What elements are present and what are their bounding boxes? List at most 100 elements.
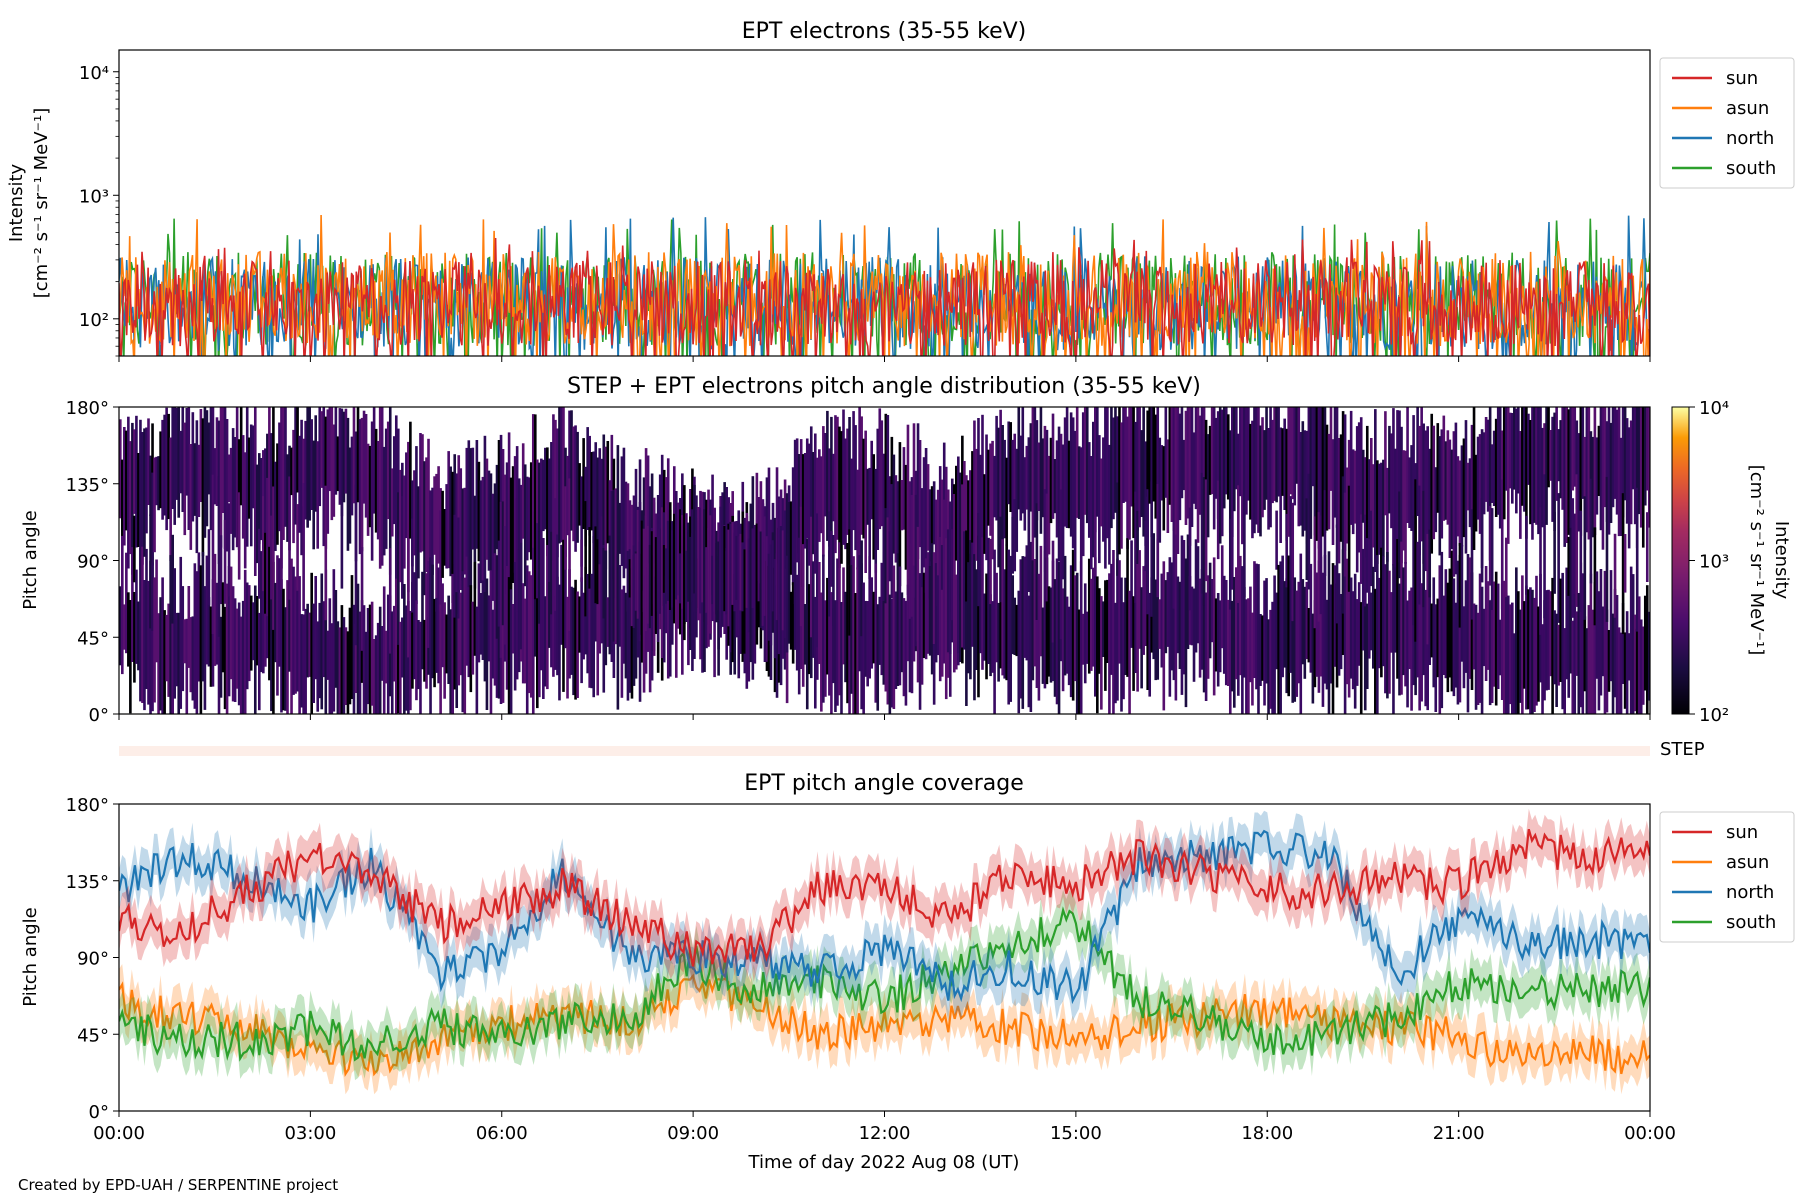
heatmap-cell (328, 407, 332, 492)
heatmap-cell (1277, 407, 1280, 497)
heatmap-cell (604, 446, 608, 570)
heatmap-cell (630, 568, 634, 699)
heatmap-cell (969, 540, 972, 680)
heatmap-cell (1325, 599, 1329, 690)
heatmap-cell (1335, 583, 1339, 688)
heatmap-cell (386, 594, 390, 714)
heatmap-cell (276, 443, 279, 545)
heatmap-cell (292, 429, 295, 544)
heatmap-cell (1253, 561, 1256, 678)
heatmap-cell (1496, 407, 1500, 515)
heatmap-cell (1275, 592, 1278, 670)
heatmap-cell (717, 556, 720, 650)
heatmap-cell (1017, 590, 1021, 714)
legend-label-sun: sun (1726, 822, 1758, 843)
heatmap-cell (1637, 407, 1641, 515)
heatmap-cell (1001, 539, 1004, 676)
heatmap-cell (1190, 407, 1194, 527)
xtick-label: 09:00 (667, 1123, 719, 1144)
heatmap-cell (1291, 615, 1295, 703)
xtick-label: 21:00 (1433, 1123, 1485, 1144)
heatmap-cell (1150, 481, 1154, 617)
heatmap-cell (1452, 578, 1456, 697)
heatmap-cell (1055, 558, 1059, 705)
heatmap-cell (1144, 521, 1147, 572)
heatmap-cell (602, 548, 606, 619)
heatmap-cell (1098, 588, 1101, 674)
heatmap-cell (1102, 601, 1105, 657)
heatmap-cell (425, 573, 428, 689)
heatmap-cell (1144, 441, 1147, 546)
heatmap-cell (163, 414, 166, 516)
heatmap-cell (344, 408, 348, 494)
heatmap-cell (1301, 579, 1305, 665)
heatmap-cell (620, 456, 624, 566)
heatmap-cell (467, 440, 471, 612)
heatmap-cell (278, 558, 281, 667)
heatmap-cell (860, 416, 863, 535)
heatmap-cell (1488, 407, 1492, 561)
heatmap-cell (475, 606, 479, 714)
heatmap-cell (298, 435, 301, 533)
heatmap-cell (983, 474, 986, 554)
heatmap-cell (1110, 563, 1113, 675)
heatmap-cell (1009, 555, 1013, 702)
heatmap-cell (1057, 426, 1061, 562)
heatmap-cell (560, 544, 563, 645)
heatmap-cell (596, 457, 600, 584)
xtick-label: 18:00 (1241, 1123, 1293, 1144)
heatmap-cell (588, 573, 591, 688)
heatmap-cell (1071, 417, 1075, 549)
heatmap-cell (1124, 577, 1127, 675)
heatmap-cell (1029, 423, 1033, 512)
heatmap-cell (489, 570, 493, 714)
heatmap-cell (282, 407, 285, 540)
heatmap-cell (449, 609, 452, 714)
heatmap-cell (219, 616, 223, 698)
heatmap-cell (745, 512, 749, 608)
heatmap-cell (848, 564, 851, 714)
heatmap-cell (967, 562, 970, 674)
heatmap-cell (1446, 430, 1450, 525)
heatmap-cell (1367, 459, 1371, 557)
heatmap-cell (133, 515, 136, 583)
heatmap-cell (721, 492, 724, 627)
heatmap-cell (1571, 498, 1575, 618)
heatmap-cell (523, 464, 527, 587)
heatmap-cell (578, 463, 581, 526)
heatmap-cell (195, 571, 199, 714)
heatmap-cell (884, 508, 888, 604)
legend-label-south: south (1726, 912, 1776, 933)
heatmap-cell (634, 551, 638, 679)
heatmap-cell (1627, 427, 1631, 549)
heatmap-cell (1444, 569, 1448, 679)
heatmap-cell (284, 407, 287, 527)
heatmap-cell (1611, 407, 1615, 508)
heatmap-cell (636, 509, 640, 619)
heatmap-cell (525, 476, 529, 561)
heatmap-cell (1079, 447, 1083, 576)
heatmap-cell (167, 603, 170, 697)
heatmap-cell (1202, 534, 1206, 693)
heatmap-cell (253, 407, 257, 576)
heatmap-cell (189, 617, 193, 693)
heatmap-cell (1565, 567, 1568, 680)
heatmap-cell (1412, 600, 1415, 686)
heatmap-cell (882, 453, 886, 536)
heatmap-cell (612, 489, 616, 642)
panel2-yticks: 0°45°90°135°180° (66, 398, 119, 726)
heatmap-cell (664, 548, 668, 604)
heatmap-cell (1206, 434, 1210, 538)
heatmap-cell (979, 570, 982, 654)
heatmap-cell (1204, 479, 1208, 582)
heatmap-cell (1339, 434, 1343, 542)
heatmap-cell (1176, 576, 1180, 654)
heatmap-cell (1376, 460, 1379, 564)
heatmap-cell (1629, 420, 1633, 525)
heatmap-cell (606, 597, 610, 647)
heatmap-cell (1174, 534, 1178, 701)
heatmap-cell (674, 491, 678, 600)
heatmap-cell (536, 596, 539, 709)
heatmap-cell (1089, 456, 1093, 570)
heatmap-cell (898, 442, 902, 587)
